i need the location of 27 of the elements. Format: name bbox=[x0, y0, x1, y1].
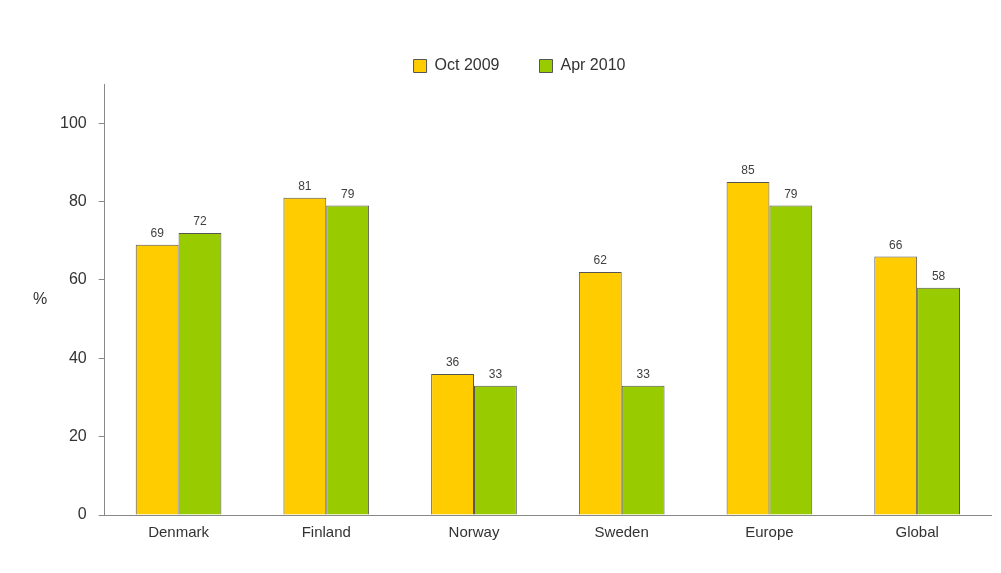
data-label: 79 bbox=[341, 186, 355, 201]
data-label: 33 bbox=[488, 367, 503, 382]
y-tick-label: 100 bbox=[59, 113, 87, 131]
data-label: 81 bbox=[298, 178, 312, 193]
data-label: 62 bbox=[593, 253, 608, 268]
data-label: 66 bbox=[889, 237, 903, 252]
x-tick-label: Sweden bbox=[594, 523, 649, 541]
data-label: 79 bbox=[784, 186, 798, 201]
x-tick-label: Global bbox=[895, 523, 939, 541]
y-tick-label: 60 bbox=[68, 270, 87, 288]
legend-label: Apr 2010 bbox=[560, 56, 626, 74]
y-axis-title: % bbox=[32, 289, 48, 307]
x-tick-label: Norway bbox=[448, 523, 500, 541]
legend-label: Oct 2009 bbox=[434, 56, 500, 74]
y-tick-label: 0 bbox=[77, 505, 87, 523]
x-tick-label: Denmark bbox=[148, 523, 210, 541]
y-tick-label: 20 bbox=[68, 427, 87, 445]
y-tick-label: 40 bbox=[68, 348, 87, 366]
data-label: 33 bbox=[636, 367, 651, 382]
x-tick-label: Finland bbox=[301, 523, 351, 541]
x-tick-label: Europe bbox=[745, 523, 794, 541]
data-label: 72 bbox=[193, 214, 207, 229]
data-label: 85 bbox=[741, 163, 755, 178]
data-label: 36 bbox=[445, 355, 460, 370]
data-label: 69 bbox=[150, 225, 165, 240]
data-label: 58 bbox=[931, 269, 946, 284]
y-tick-label: 80 bbox=[68, 191, 87, 209]
